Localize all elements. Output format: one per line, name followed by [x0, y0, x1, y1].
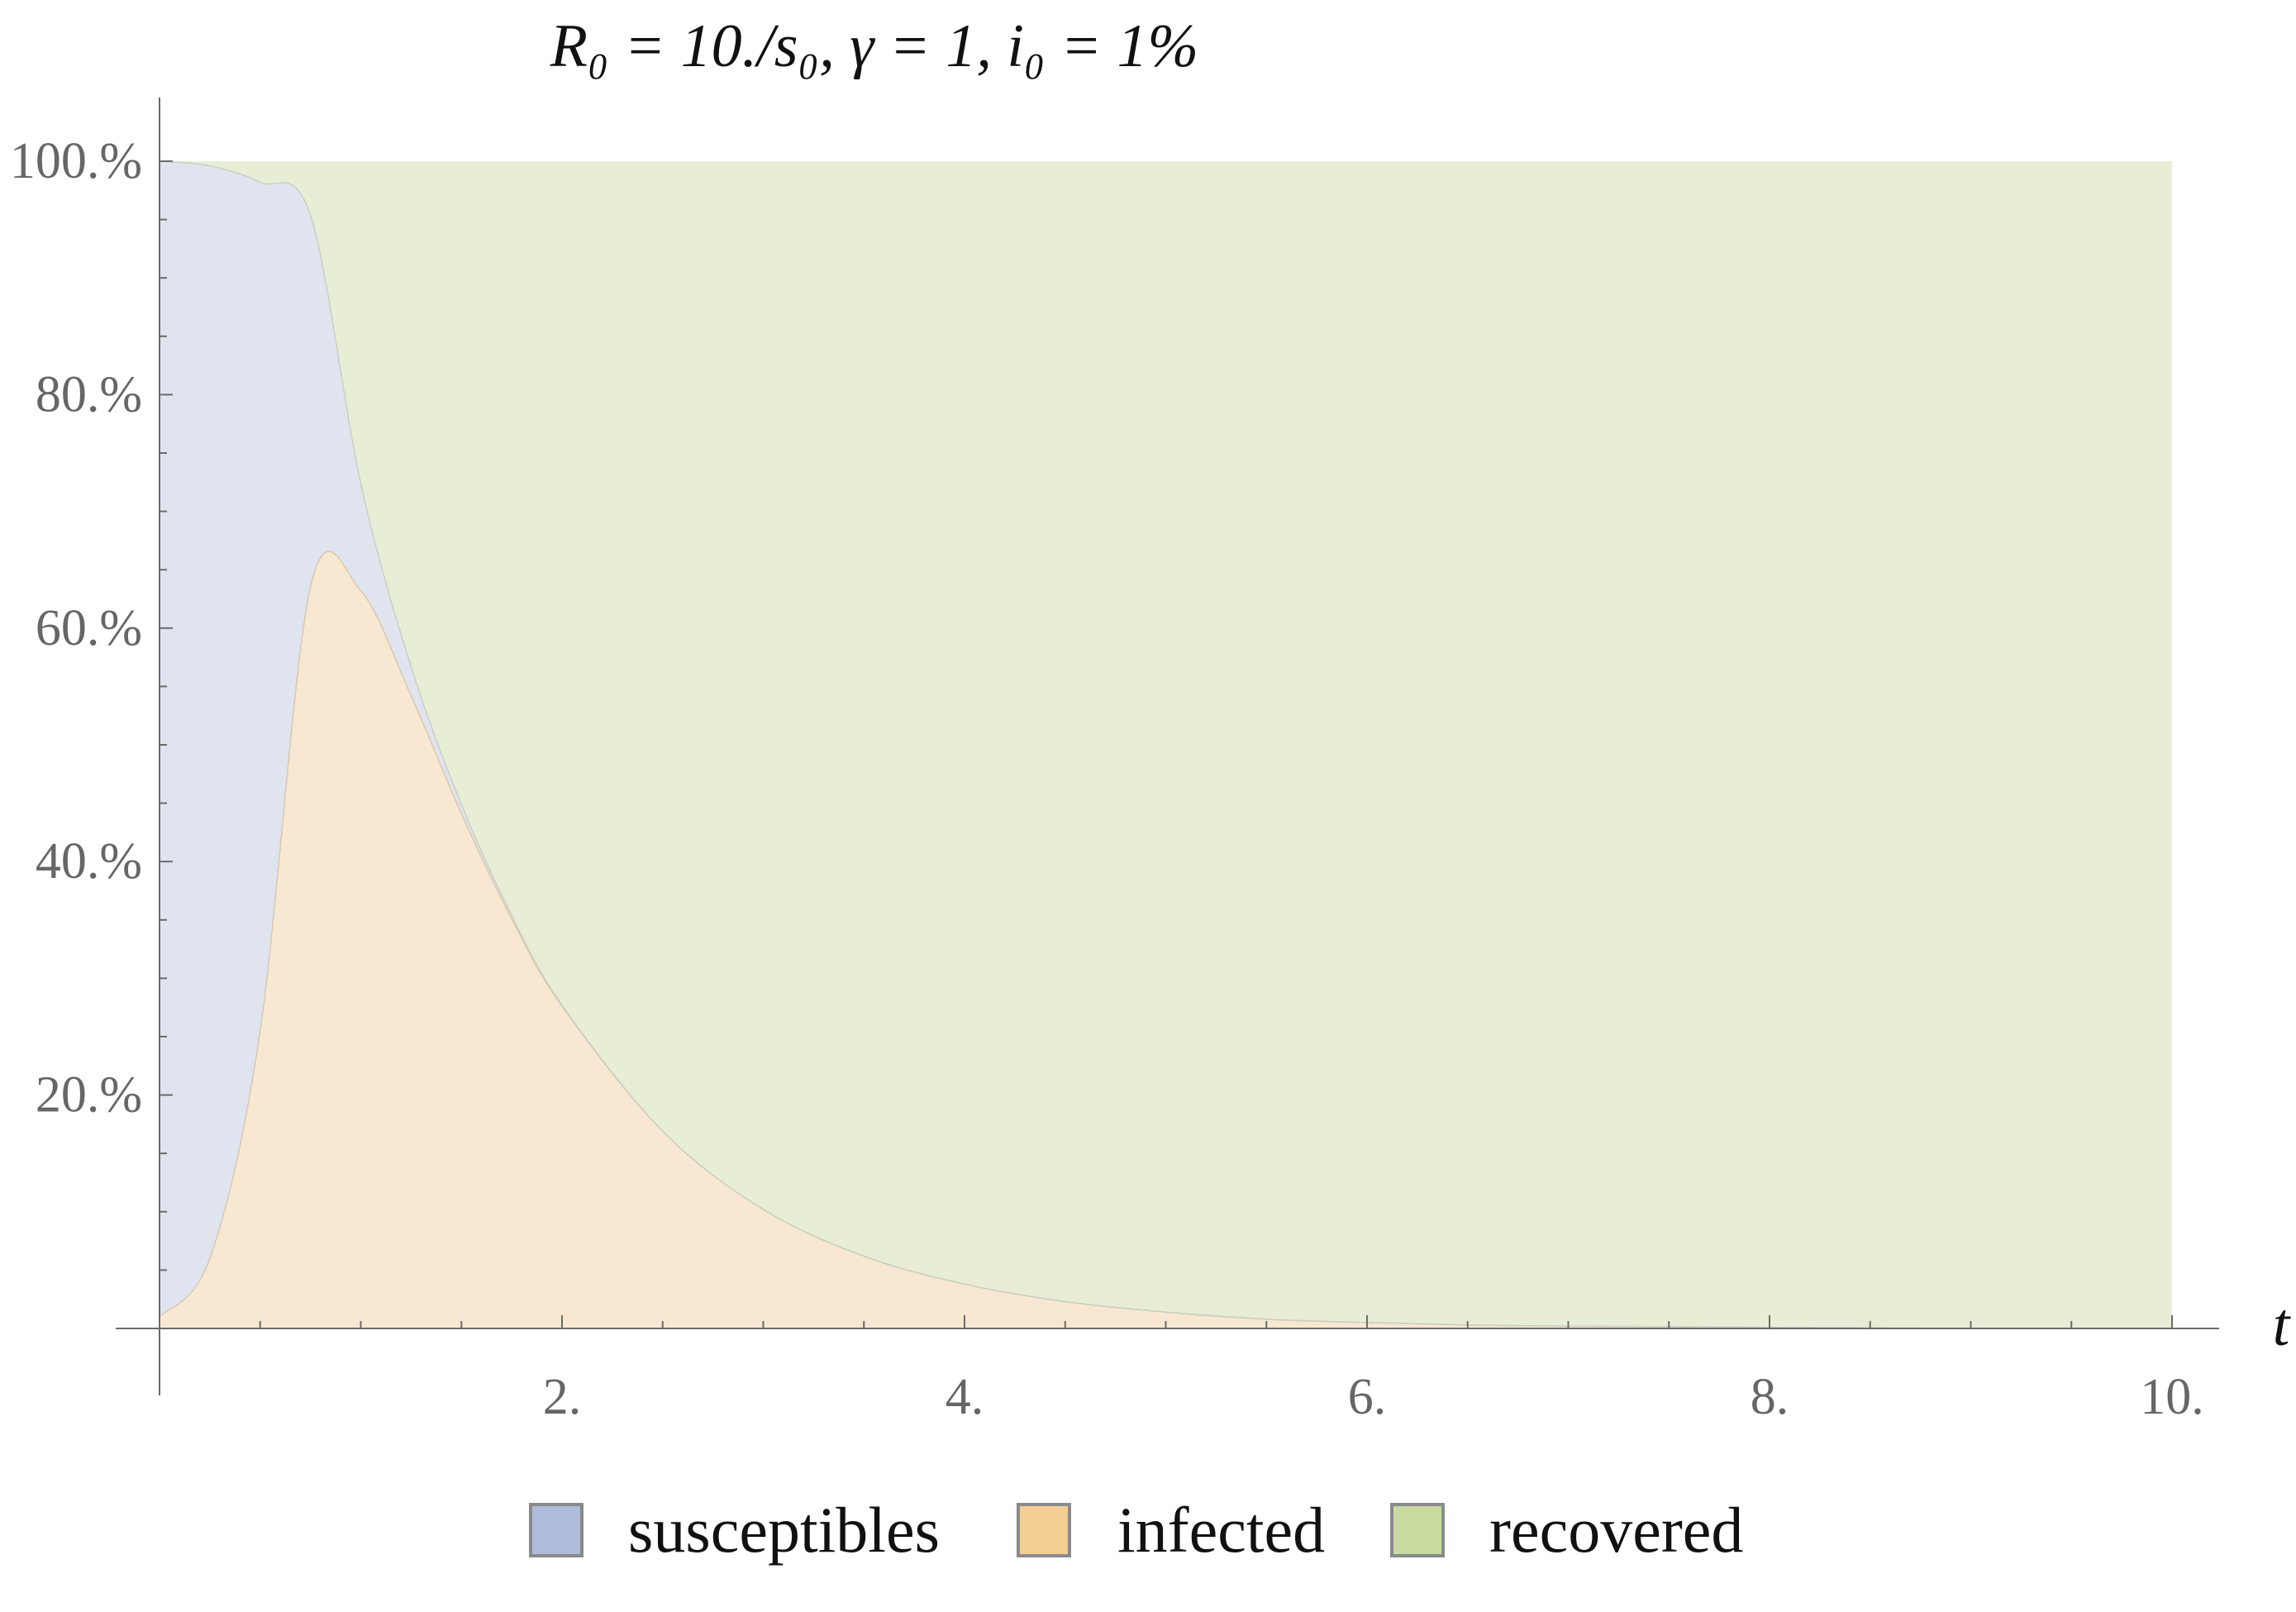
stacked-areas	[159, 160, 2173, 1329]
y-tick-label: 60.%	[36, 600, 142, 656]
legend-label-susceptibles: susceptibles	[628, 1494, 940, 1566]
legend-label-recovered: recovered	[1489, 1494, 1743, 1566]
legend: susceptibles infected recovered	[529, 1494, 1743, 1566]
y-tick-label: 20.%	[36, 1067, 142, 1123]
legend-swatch-infected	[1017, 1503, 1071, 1557]
y-tick-label: 40.%	[36, 833, 142, 889]
x-axis-label: t	[2273, 1291, 2292, 1359]
x-tick-label: 8.	[1751, 1369, 1789, 1425]
legend-swatch-susceptibles	[529, 1503, 584, 1557]
y-tick-label: 100.%	[10, 133, 142, 189]
x-tick-label: 6.	[1348, 1369, 1387, 1425]
axes	[116, 98, 2219, 1395]
y-tick-label: 80.%	[36, 366, 142, 422]
line-susceptibles	[159, 160, 2173, 1329]
x-tick-label: 2.	[543, 1369, 582, 1425]
x-tick-label: 4.	[946, 1369, 984, 1425]
chart-title: R₀ = 10./s₀, γ = 1, i₀ = 1%	[550, 12, 1198, 80]
area-recovered	[160, 161, 2172, 1329]
legend-swatch-recovered	[1390, 1503, 1445, 1557]
x-tick-label: 10.	[2140, 1369, 2204, 1425]
area-infected	[160, 551, 2172, 1329]
legend-label-infected: infected	[1117, 1494, 1325, 1566]
ticks: 2. 4. 6. 8. 10. 20.% 40.% 60.% 80.% 100.%	[10, 133, 2204, 1425]
